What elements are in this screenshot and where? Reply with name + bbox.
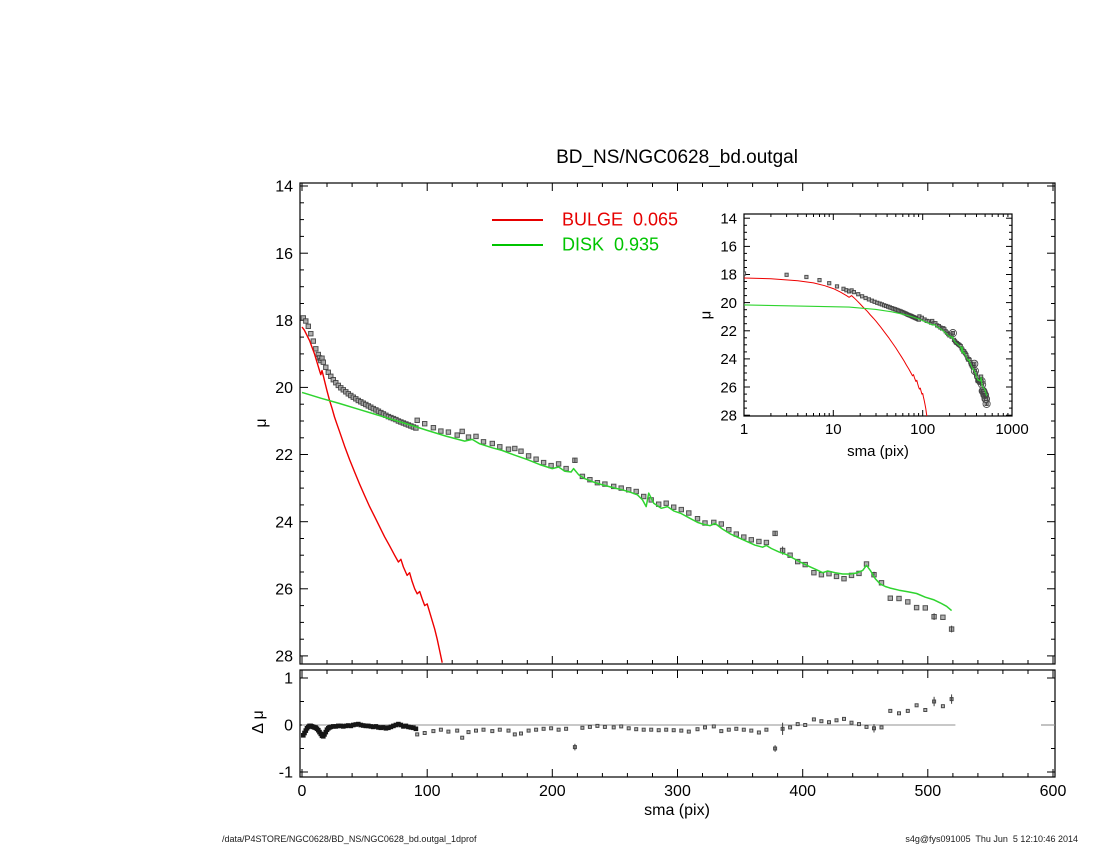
svg-text:28: 28 bbox=[275, 649, 293, 666]
svg-text:400: 400 bbox=[789, 783, 816, 800]
inset-plot-frame: 1 10 100 1000 14 16 18 20 22 24 26 28 bbox=[720, 211, 1028, 439]
svg-text:28: 28 bbox=[720, 407, 737, 424]
svg-text:300: 300 bbox=[664, 783, 691, 800]
footer-path: /data/P4STORE/NGC0628/BD_NS/NGC0628_bd.o… bbox=[222, 834, 477, 844]
svg-text:0: 0 bbox=[284, 718, 293, 735]
svg-text:1: 1 bbox=[740, 421, 748, 438]
svg-text:26: 26 bbox=[720, 379, 737, 396]
bulge-legend-label: BULGE 0.065 bbox=[562, 209, 679, 230]
residual-y-axis-label: Δ μ bbox=[250, 710, 267, 734]
svg-text:100: 100 bbox=[414, 783, 441, 800]
svg-text:1: 1 bbox=[284, 671, 293, 688]
svg-text:20: 20 bbox=[720, 295, 737, 312]
svg-text:10: 10 bbox=[825, 421, 842, 438]
bulge-legend-line-swatch bbox=[492, 219, 543, 221]
main-y-axis-label: μ bbox=[253, 418, 270, 428]
disk-legend-line-swatch bbox=[492, 244, 543, 246]
inset-plot-series bbox=[744, 271, 991, 416]
svg-text:0: 0 bbox=[298, 783, 307, 800]
svg-text:24: 24 bbox=[275, 514, 293, 531]
svg-text:-1: -1 bbox=[279, 765, 293, 782]
main-plot-series bbox=[300, 315, 955, 663]
svg-text:16: 16 bbox=[720, 239, 737, 256]
svg-text:18: 18 bbox=[720, 267, 737, 284]
svg-text:1000: 1000 bbox=[995, 421, 1028, 438]
disk-legend-label: DISK 0.935 bbox=[562, 234, 660, 255]
svg-text:18: 18 bbox=[275, 313, 293, 330]
svg-text:200: 200 bbox=[539, 783, 566, 800]
svg-text:24: 24 bbox=[720, 351, 737, 368]
inset-y-axis-label: μ bbox=[697, 310, 715, 320]
main-plot-frame: 14 16 18 20 22 24 26 28 bbox=[275, 179, 1056, 666]
svg-text:100: 100 bbox=[910, 421, 935, 438]
svg-text:22: 22 bbox=[720, 323, 737, 340]
footer-user-timestamp: s4g@fys091005 Thu Jun 5 12:10:46 2014 bbox=[905, 834, 1078, 844]
svg-text:22: 22 bbox=[275, 447, 293, 464]
residual-plot-series bbox=[301, 694, 1055, 752]
svg-text:16: 16 bbox=[275, 246, 293, 263]
svg-text:14: 14 bbox=[720, 211, 737, 228]
svg-text:26: 26 bbox=[275, 581, 293, 598]
svg-text:500: 500 bbox=[914, 783, 941, 800]
svg-text:14: 14 bbox=[275, 179, 293, 196]
x-axis-label: sma (pix) bbox=[644, 802, 710, 819]
svg-text:600: 600 bbox=[1040, 783, 1067, 800]
svg-text:20: 20 bbox=[275, 380, 293, 397]
inset-x-axis-label: sma (pix) bbox=[847, 443, 909, 460]
resid-plot-frame: 0 100 200 300 400 500 600 -1 0 1 bbox=[279, 669, 1067, 800]
chart-title: BD_NS/NGC0628_bd.outgal bbox=[556, 147, 798, 168]
